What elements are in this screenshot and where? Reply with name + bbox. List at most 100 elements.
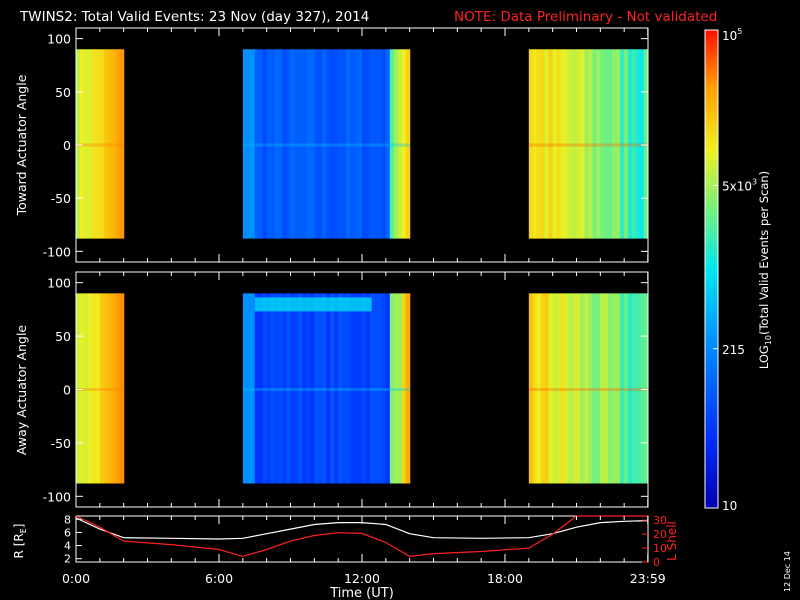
heatmap-column [250, 49, 256, 239]
heatmap-column [405, 293, 411, 484]
zero-angle-band [76, 143, 124, 147]
heatmap-column [274, 293, 280, 484]
heatmap-column [358, 293, 363, 484]
heatmap-column [588, 293, 593, 484]
y-tick-label: 0 [63, 383, 71, 398]
heatmap-column [250, 293, 256, 484]
heatmap-column [306, 293, 311, 484]
heatmap-column [278, 293, 284, 484]
heatmap-column [314, 49, 319, 239]
heatmap-column [584, 293, 589, 484]
toward-x-ticks [75, 28, 649, 262]
heatmap-column [107, 49, 113, 239]
colorbar-tick-label: 215 [722, 343, 745, 357]
heatmap-column [556, 49, 562, 239]
heatmap-column [631, 293, 637, 484]
y-tick-label: -100 [43, 489, 71, 504]
heatmap-column [95, 293, 101, 484]
colorbar-tick-label: 10 [722, 499, 737, 513]
heatmap-column [393, 49, 399, 239]
heatmap-column [584, 49, 589, 239]
x-axis-label: Time (UT) [329, 586, 394, 600]
heatmap-column [362, 49, 367, 239]
colorbar-tick-label: 105 [722, 27, 742, 43]
heatmap-column [350, 49, 355, 239]
heatmap-column [115, 49, 121, 239]
heatmap-column [588, 49, 593, 239]
r-tick-label: 8 [64, 513, 71, 526]
colorbar-gradient [704, 29, 719, 509]
heatmap-column [627, 293, 633, 484]
y-tick-label: 100 [47, 32, 71, 47]
y-tick-label: 50 [55, 85, 71, 100]
heatmap-column [635, 293, 641, 484]
r-tick-label: 2 [64, 553, 71, 566]
heatmap-column [282, 49, 288, 239]
y-tick-label: 0 [63, 138, 71, 153]
heatmap-column [560, 49, 566, 239]
heatmap-column [298, 293, 304, 484]
heatmap-column [350, 293, 355, 484]
heatmap-column [286, 293, 292, 484]
heatmap-column [270, 293, 276, 484]
heatmap-column [596, 49, 601, 239]
heatmap-column [365, 293, 371, 484]
colorbar-ticks: 10 215 5x103 105 [713, 27, 757, 513]
r-tick-label: 6 [64, 526, 71, 539]
heatmap-column [623, 293, 629, 484]
heatmap-column [600, 49, 605, 239]
heatmap-column [616, 49, 621, 239]
heatmap-column [103, 49, 109, 239]
heatmap-column [334, 293, 339, 484]
lshell-tick-label: 0 [653, 556, 660, 569]
heatmap-column [643, 293, 649, 484]
heatmap-column [369, 293, 375, 484]
heatmap-column [318, 49, 323, 239]
heatmap-column [318, 293, 323, 484]
heatmap-column [643, 49, 649, 239]
heatmap-column [246, 293, 252, 484]
heatmap-column [338, 293, 343, 484]
heatmap-column [310, 293, 315, 484]
x-tick-label: 18:00 [487, 571, 523, 586]
heatmap-column [326, 293, 331, 484]
heatmap-column [627, 49, 633, 239]
away-x-ticks [75, 272, 649, 507]
heatmap-column [548, 49, 554, 239]
heatmap-column [111, 49, 117, 239]
heatmap-column [612, 293, 617, 484]
heatmap-column [572, 49, 577, 239]
heatmap-column [334, 49, 339, 239]
heatmap-column [568, 293, 574, 484]
heatmap-column [528, 49, 534, 239]
heatmap-column [354, 293, 359, 484]
heatmap-column [322, 49, 327, 239]
heatmap-column [572, 293, 577, 484]
heatmap-column [294, 293, 300, 484]
heatmap-column [290, 49, 296, 239]
heatmap-column [254, 49, 260, 239]
heatmap-column [580, 293, 585, 484]
heatmap-column [377, 293, 383, 484]
heatmap-column [338, 49, 343, 239]
heatmap-column [381, 49, 387, 239]
heatmap-column [373, 293, 379, 484]
heatmap-column [76, 49, 81, 239]
heatmap-column [620, 49, 625, 239]
heatmap-column [397, 49, 403, 239]
heatmap-column [369, 49, 375, 239]
chart-title: TWINS2: Total Valid Events: 23 Nov (day … [19, 9, 369, 25]
heatmap-column [564, 293, 570, 484]
away-y-axis: 100 50 0 -50 -100 [43, 276, 648, 504]
colorbar-tick-label: 5x103 [722, 177, 757, 193]
heatmap-column [103, 293, 109, 484]
heatmap-column [389, 293, 395, 484]
heatmap-column [536, 49, 542, 239]
heatmap-column [401, 49, 407, 239]
heatmap-column [342, 49, 347, 239]
heatmap-column [83, 293, 89, 484]
